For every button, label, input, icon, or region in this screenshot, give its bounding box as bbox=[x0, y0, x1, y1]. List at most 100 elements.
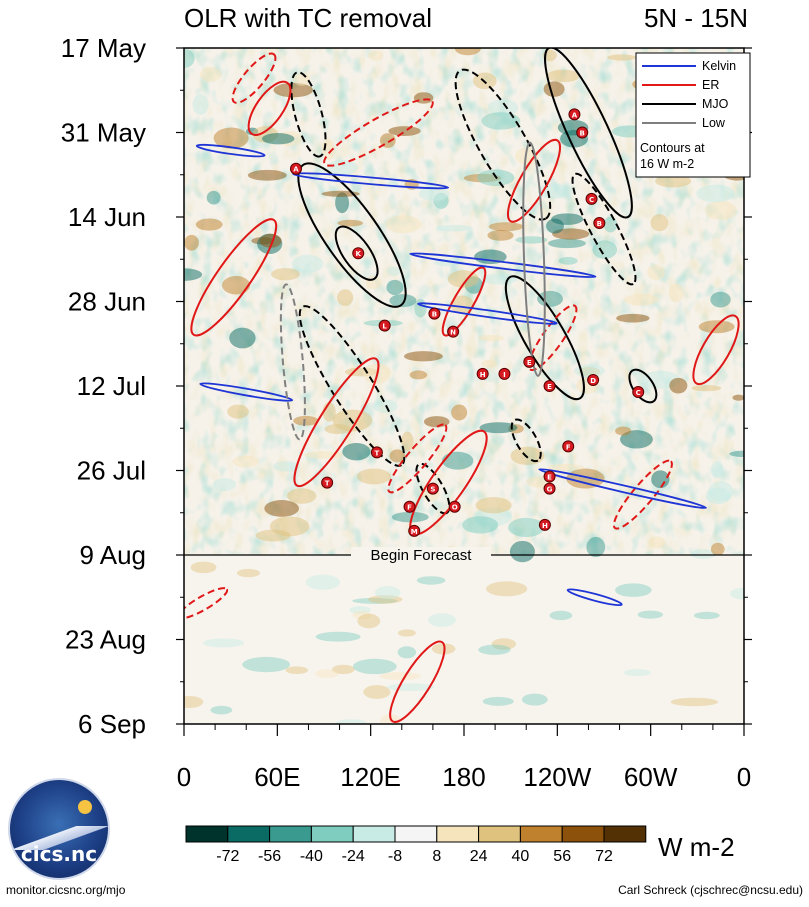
colorbar-label: 24 bbox=[470, 848, 488, 865]
tc-marker-dot bbox=[448, 500, 461, 513]
anomaly-blob bbox=[418, 186, 450, 201]
tc-marker-label: G bbox=[547, 486, 553, 494]
colorbar-label: 8 bbox=[432, 848, 441, 865]
colorbar-label: -72 bbox=[216, 848, 239, 865]
tc-marker-dot bbox=[568, 108, 581, 121]
contour-er bbox=[293, 357, 380, 488]
colorbar-swatch bbox=[310, 825, 354, 843]
forecast-anomaly-blob bbox=[549, 610, 573, 621]
anomaly-blob bbox=[454, 48, 481, 56]
anomaly-blob bbox=[691, 385, 722, 392]
x-tick-label: 180 bbox=[442, 762, 485, 792]
forecast-anomaly-blob bbox=[203, 638, 245, 648]
logo-sun bbox=[78, 800, 92, 814]
forecast-anomaly-blob bbox=[521, 693, 548, 706]
anomaly-blob bbox=[451, 404, 468, 421]
tc-marker-dot bbox=[352, 247, 365, 260]
tc-marker-label: M bbox=[411, 528, 418, 536]
anomaly-blob bbox=[259, 233, 282, 248]
anomaly-blob bbox=[273, 82, 314, 98]
anomaly-blob bbox=[546, 218, 564, 234]
forecast-anomaly-blob bbox=[379, 672, 422, 681]
legend-label-kelvin: Kelvin bbox=[702, 59, 736, 73]
anomaly-blob bbox=[391, 511, 429, 523]
tc-marker-label: F bbox=[566, 443, 571, 451]
forecast-anomaly-blob bbox=[352, 597, 398, 604]
anomaly-blob bbox=[213, 127, 249, 149]
anomaly-blob bbox=[710, 291, 731, 308]
anomaly-blob bbox=[708, 481, 734, 502]
anomaly-blob bbox=[342, 442, 371, 461]
tc-marker-label: S bbox=[430, 486, 435, 494]
tc-marker-dot bbox=[632, 386, 645, 399]
anomaly-blob bbox=[269, 516, 310, 537]
colorbar-swatch bbox=[269, 825, 312, 843]
anomaly-blob bbox=[655, 174, 692, 188]
anomaly-blob bbox=[696, 184, 735, 203]
tc-marker-dot bbox=[576, 126, 589, 139]
tc-marker-dot bbox=[543, 482, 556, 495]
tc-marker-dot bbox=[403, 500, 416, 513]
footer-url[interactable]: monitor.cicsnc.org/mjo bbox=[6, 883, 126, 897]
anomaly-blob bbox=[705, 201, 738, 220]
tc-marker-label: B bbox=[597, 220, 602, 228]
legend-label-mjo: MJO bbox=[702, 97, 729, 111]
anomaly-blob bbox=[409, 370, 428, 380]
y-tick-label: 28 Jun bbox=[68, 287, 146, 317]
contour-mjo bbox=[297, 162, 407, 308]
contour-er bbox=[389, 640, 446, 723]
tc-marker-label: T bbox=[374, 449, 379, 457]
anomaly-blob bbox=[273, 461, 300, 472]
anomaly-blob bbox=[356, 468, 392, 485]
tc-marker: E bbox=[523, 355, 536, 368]
tc-marker: L bbox=[378, 319, 391, 332]
contour-low bbox=[279, 283, 306, 441]
tc-marker: A bbox=[290, 162, 302, 175]
anomaly-blob bbox=[389, 449, 406, 463]
tc-marker-label: B bbox=[580, 130, 585, 138]
tc-marker-label: K bbox=[356, 250, 362, 258]
anomaly-blob bbox=[619, 430, 653, 449]
tc-marker-dot bbox=[476, 367, 489, 380]
x-tick-label: 120E bbox=[340, 762, 401, 792]
anomaly-blob bbox=[261, 133, 295, 145]
anomaly-blob bbox=[335, 192, 350, 214]
anomaly-blob bbox=[441, 451, 474, 470]
forecast-anomaly-blob bbox=[190, 561, 217, 574]
y-tick-label: 23 Aug bbox=[65, 625, 146, 655]
y-tick-label: 9 Aug bbox=[79, 540, 146, 570]
forecast-anomaly-blob bbox=[368, 595, 403, 604]
anomaly-blob bbox=[546, 69, 580, 83]
anomaly-blob bbox=[293, 415, 319, 426]
tc-marker: M bbox=[408, 524, 421, 537]
forecast-anomaly-blob bbox=[693, 611, 720, 620]
forecast-anomaly-blob bbox=[236, 568, 261, 578]
anomaly-blob bbox=[206, 190, 221, 205]
anomaly-blob bbox=[475, 497, 512, 514]
contour-kelvin bbox=[195, 143, 266, 158]
cicsnc-logo: cics.nc bbox=[8, 778, 110, 880]
anomaly-blob bbox=[650, 214, 669, 232]
forecast-anomaly-blob bbox=[491, 638, 517, 650]
anomaly-blob bbox=[403, 351, 443, 362]
contour-mjo bbox=[504, 275, 585, 401]
forecast-anomaly-blob bbox=[305, 574, 341, 590]
x-tick-label: 120W bbox=[523, 762, 591, 792]
forecast-anomaly-blob bbox=[357, 613, 381, 629]
anomaly-blob bbox=[510, 446, 545, 465]
anomaly-blob bbox=[474, 249, 507, 265]
forecast-anomaly-blob bbox=[416, 576, 446, 585]
region-label: 5N - 15N bbox=[644, 3, 748, 33]
tc-marker: C bbox=[632, 386, 645, 399]
contour-er bbox=[247, 80, 292, 136]
anomaly-blob bbox=[481, 359, 498, 368]
anomaly-blob bbox=[286, 488, 317, 504]
tc-marker-label: F bbox=[407, 504, 412, 512]
anomaly-blob bbox=[729, 450, 744, 458]
anomaly-blob bbox=[326, 160, 358, 176]
colorbar-swatch bbox=[352, 825, 396, 843]
colorbar-swatch bbox=[603, 825, 647, 843]
anomaly-blob bbox=[304, 451, 344, 459]
forecast-anomaly-blob bbox=[352, 658, 397, 675]
tc-markers: A A B C B K B L N E H I E D C T F T E S G F O M H bbox=[290, 108, 645, 537]
